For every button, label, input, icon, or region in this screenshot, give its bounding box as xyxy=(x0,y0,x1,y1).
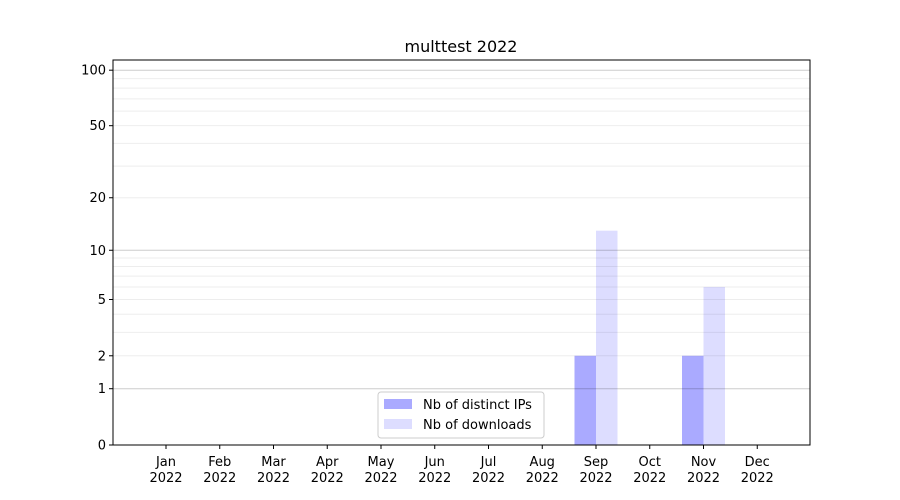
x-tick-label: Feb 2022 xyxy=(203,455,236,486)
legend-label: Nb of downloads xyxy=(423,418,532,433)
plot-frame xyxy=(112,59,811,446)
x-tick-label: Nov 2022 xyxy=(687,455,720,486)
x-tick-label: Sep 2022 xyxy=(579,455,612,486)
legend-box xyxy=(377,391,545,439)
y-tick-label: 10 xyxy=(89,244,106,259)
y-tick-label: 1 xyxy=(98,382,106,397)
bar-distinct-ips xyxy=(682,355,704,445)
x-tick-label: Dec 2022 xyxy=(741,455,774,486)
x-tick-label: Aug 2022 xyxy=(526,455,559,486)
chart-title: multtest 2022 xyxy=(405,37,518,56)
y-tick-label: 0 xyxy=(98,439,106,454)
bar-downloads xyxy=(703,286,725,445)
x-tick-label: Jan 2022 xyxy=(149,455,182,486)
x-tick-label: Apr 2022 xyxy=(311,455,344,486)
y-tick-label: 20 xyxy=(89,191,106,206)
bar-downloads xyxy=(596,230,618,445)
legend-label: Nb of distinct IPs xyxy=(423,398,532,413)
x-tick-label: May 2022 xyxy=(364,455,397,486)
bar-distinct-ips xyxy=(574,355,596,445)
y-tick-label: 100 xyxy=(81,64,106,79)
x-tick-label: Jun 2022 xyxy=(418,455,451,486)
legend-swatch xyxy=(384,399,412,409)
y-tick-label: 50 xyxy=(89,119,106,134)
x-tick-label: Oct 2022 xyxy=(633,455,666,486)
x-tick-label: Mar 2022 xyxy=(257,455,290,486)
legend: Nb of distinct IPs Nb of downloads xyxy=(377,391,545,439)
x-tick-label: Jul 2022 xyxy=(472,455,505,486)
legend-swatch xyxy=(384,419,412,429)
y-tick-label: 5 xyxy=(98,293,106,308)
y-tick-label: 2 xyxy=(98,349,106,364)
